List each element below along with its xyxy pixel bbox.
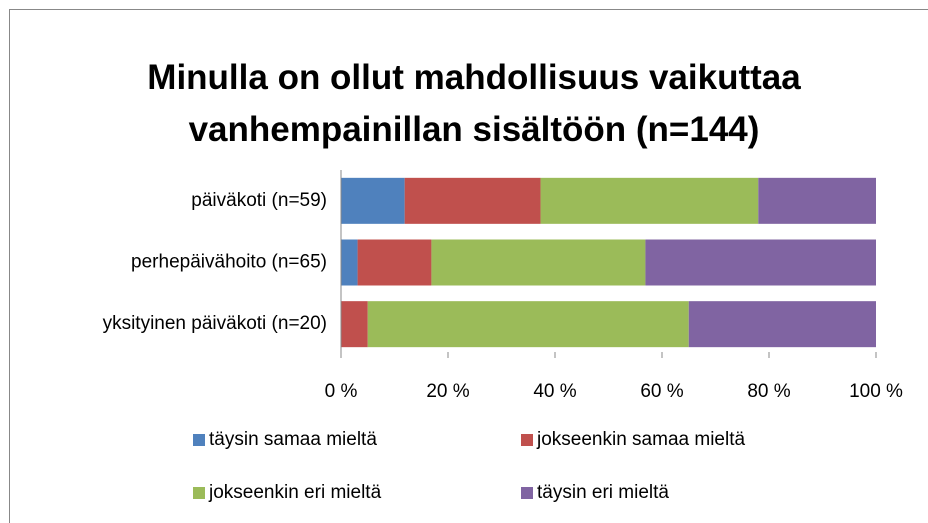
x-tick-label: 80 % (747, 381, 790, 402)
x-tick-label: 20 % (426, 381, 469, 402)
x-tick-label: 40 % (533, 381, 576, 402)
bar-segment (645, 239, 876, 286)
bar-segment (404, 177, 541, 224)
legend-label: täysin samaa mieltä (209, 429, 377, 450)
bar-segment (540, 177, 759, 224)
y-tick-label: yksityinen päiväkoti (n=20) (103, 313, 327, 334)
bar-segment (367, 301, 689, 348)
bar-segment (341, 301, 368, 348)
x-tick-label: 0 % (325, 381, 358, 402)
legend-swatch (521, 487, 533, 499)
bar-segment (357, 239, 432, 286)
bar-segment (341, 177, 405, 224)
y-tick-label: päiväkoti (n=59) (191, 190, 327, 211)
legend-label: täysin eri mieltä (537, 482, 669, 503)
bar-segment (431, 239, 646, 286)
x-tick-label: 100 % (849, 381, 903, 402)
y-tick-label: perhepäivähoito (n=65) (131, 252, 327, 273)
legend-label: jokseenkin eri mieltä (208, 482, 382, 503)
bar-segment (341, 239, 358, 286)
legend-label: jokseenkin samaa mieltä (536, 429, 745, 450)
bar-segment (688, 301, 876, 348)
chart-title: Minulla on ollut mahdollisuus vaikuttaa … (147, 58, 801, 149)
x-tick-label: 60 % (640, 381, 683, 402)
legend-swatch (193, 487, 205, 499)
bar-segment (758, 177, 876, 224)
legend-swatch (193, 434, 205, 446)
legend-swatch (521, 434, 533, 446)
chart-border (9, 9, 928, 523)
